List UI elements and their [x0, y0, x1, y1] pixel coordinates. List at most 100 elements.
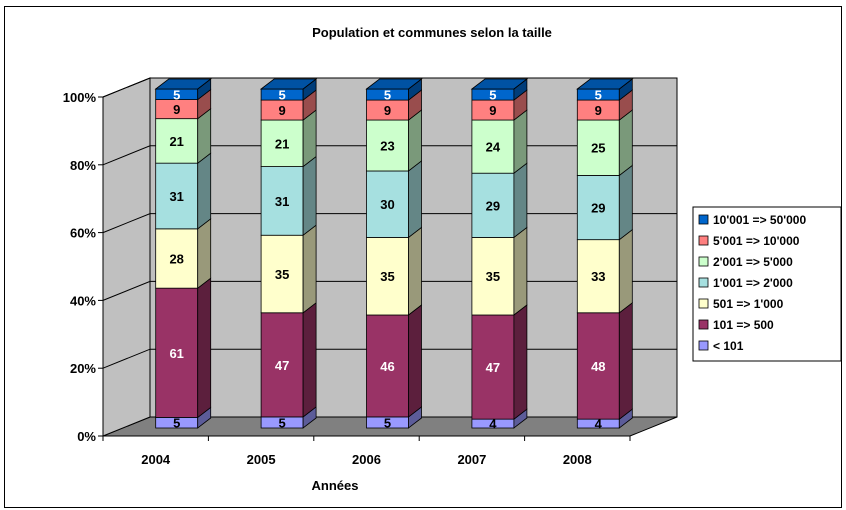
data-label: 9 — [595, 103, 602, 118]
bar-segment — [155, 152, 212, 230]
x-tick-label: 2007 — [457, 452, 486, 467]
bar-front — [260, 166, 304, 236]
bar-stack-2004 — [154, 78, 212, 429]
data-label: 21 — [275, 136, 289, 151]
data-label: 47 — [275, 358, 289, 373]
bar-side — [408, 109, 422, 172]
bar-side — [408, 160, 422, 239]
bar-side — [197, 277, 212, 419]
bar-side — [408, 304, 422, 418]
bar-stack-2007 — [470, 78, 529, 429]
bar-front — [576, 175, 620, 241]
bar-segment — [576, 109, 633, 177]
bar-side — [513, 109, 528, 175]
bar-front — [576, 312, 620, 420]
legend-swatch — [698, 256, 709, 267]
data-label: 61 — [169, 346, 183, 361]
data-labels: 5612831219554735312195546353023954473529… — [169, 87, 605, 431]
bar-front — [260, 234, 304, 314]
bar-side — [408, 226, 422, 316]
bar-front — [366, 237, 409, 316]
bar-segment — [576, 164, 633, 241]
x-axis-title: Années — [312, 478, 359, 493]
bar-segment — [576, 78, 634, 101]
gridline — [102, 77, 677, 98]
chart-title: Population et communes selon la taille — [312, 25, 552, 40]
plot-side-wall — [102, 77, 151, 437]
legend-label: 501 => 1'000 — [713, 297, 784, 311]
bar-side — [618, 301, 633, 420]
legend-swatch — [698, 277, 709, 288]
legend-item: 101 => 500 — [698, 318, 774, 332]
legend-item: 1'001 => 2'000 — [698, 276, 793, 290]
x-tick-label: 2005 — [247, 452, 276, 467]
data-label: 5 — [173, 416, 180, 431]
data-label: 24 — [486, 140, 501, 155]
bar-side — [302, 224, 317, 314]
bar-segment — [366, 226, 422, 316]
data-label: 9 — [173, 102, 180, 117]
bar-top — [470, 78, 529, 90]
bar-segment — [366, 160, 422, 239]
data-label: 9 — [278, 103, 285, 118]
legend-item: 2'001 => 5'000 — [698, 255, 793, 269]
bar-segment — [471, 226, 528, 316]
bar-front — [366, 170, 409, 238]
data-label: 25 — [591, 141, 605, 156]
legend-label: 5'001 => 10'000 — [713, 234, 800, 248]
y-tick-label: 20% — [70, 361, 96, 376]
bar-segment — [260, 155, 317, 237]
bar-segment — [155, 218, 212, 289]
bar-front — [576, 239, 620, 314]
bar-segment — [260, 301, 317, 418]
x-tick-label: 2004 — [141, 452, 171, 467]
legend-item: 501 => 1'000 — [698, 297, 784, 311]
legend-swatch — [698, 340, 709, 351]
bar-side — [302, 155, 317, 237]
data-label: 5 — [173, 87, 180, 102]
legend-label: 101 => 500 — [713, 318, 774, 332]
data-label: 5 — [595, 88, 602, 103]
data-label: 5 — [278, 88, 285, 103]
bar-segment — [260, 109, 317, 168]
legend-label: < 101 — [713, 339, 744, 353]
y-tick-label: 100% — [63, 90, 97, 105]
chart-svg: 0% 20% 40% 60% 80% 100% 2004 2005 2006 2007 2008 5… — [63, 25, 842, 493]
data-label: 35 — [275, 267, 289, 282]
axis-ticks: 0% 20% 40% 60% 80% 100% 2004 2005 2006 2007 2008 — [63, 90, 631, 467]
data-label: 31 — [275, 194, 289, 209]
bar-segment — [576, 301, 633, 420]
y-tick-label: 80% — [70, 158, 96, 173]
bar-front — [260, 119, 304, 167]
bar-front — [471, 119, 515, 174]
bar-side — [618, 109, 633, 177]
legend-item: < 101 — [698, 339, 744, 353]
y-tick-label: 60% — [70, 226, 96, 241]
data-label: 4 — [489, 417, 497, 432]
bar-segment — [365, 78, 423, 101]
legend-label: 1'001 => 2'000 — [713, 276, 793, 290]
bar-top — [576, 78, 634, 90]
bar-top — [365, 78, 423, 90]
data-label: 29 — [486, 198, 500, 213]
bar-front — [471, 314, 515, 420]
legend-swatch — [698, 235, 709, 246]
bar-stack-2008 — [576, 78, 634, 429]
data-label: 29 — [591, 201, 605, 216]
bar-segment — [259, 78, 318, 101]
bar-stack-2006 — [365, 78, 423, 429]
data-label: 46 — [380, 359, 394, 374]
bar-segment — [366, 304, 422, 418]
bar-segment — [155, 107, 212, 164]
bar-side — [302, 301, 317, 418]
legend-box — [692, 206, 842, 362]
legend-item: 10'001 => 50'000 — [698, 213, 806, 227]
bar-front — [155, 118, 199, 164]
x-tick-label: 2006 — [352, 452, 381, 467]
bar-segment — [470, 78, 529, 101]
bars-layer — [154, 78, 634, 429]
legend-label: 2'001 => 5'000 — [713, 255, 793, 269]
bar-front — [366, 314, 409, 418]
data-label: 9 — [384, 103, 391, 118]
bar-stack-2005 — [259, 78, 318, 429]
